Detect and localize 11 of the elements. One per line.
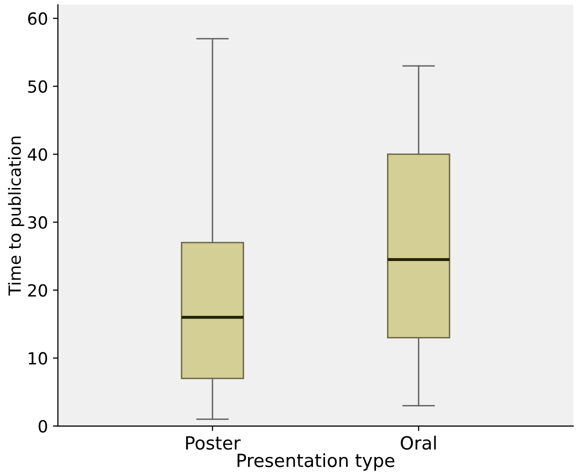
- y-tick-label: 10: [28, 352, 48, 365]
- x-tick-label: Poster: [186, 436, 241, 450]
- y-tick-label: 50: [28, 80, 48, 93]
- y-tick-label: 0: [38, 420, 48, 433]
- y-axis-title: Time to publication: [8, 136, 24, 296]
- x-axis-title: Presentation type: [238, 453, 394, 471]
- x-tick-label: Oral: [400, 436, 436, 450]
- y-tick-label: 20: [28, 284, 48, 297]
- y-tick-label: 30: [28, 216, 48, 229]
- y-tick-label: 40: [28, 148, 48, 161]
- y-tick-label: 60: [28, 12, 48, 25]
